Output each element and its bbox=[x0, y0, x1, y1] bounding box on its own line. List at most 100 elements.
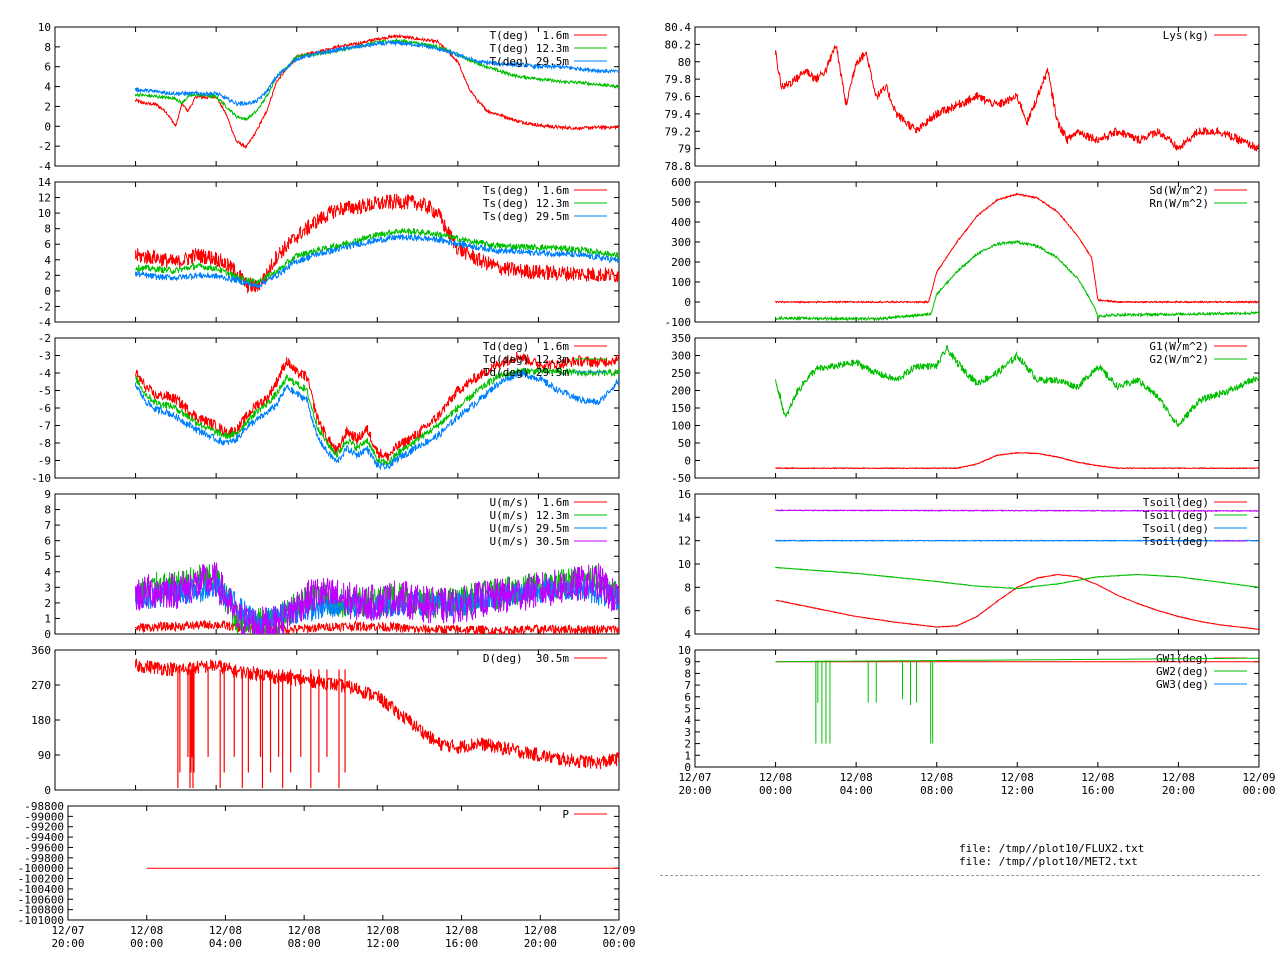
legend-label: GW3(deg) bbox=[1156, 678, 1209, 691]
x-tick-label-time: 16:00 bbox=[445, 937, 478, 950]
series-line-tsoil-3 bbox=[775, 509, 1259, 513]
y-tick-label: 7 bbox=[44, 519, 51, 532]
y-tick-label: 5 bbox=[684, 703, 691, 716]
x-tick-label-date: 12/08 bbox=[524, 924, 557, 937]
x-tick-label-time: 08:00 bbox=[288, 937, 321, 950]
y-tick-label: 80 bbox=[678, 56, 691, 69]
series-line-wind-0 bbox=[135, 619, 619, 634]
y-tick-label: -100600 bbox=[18, 893, 64, 906]
x-tick-label-time: 20:00 bbox=[678, 784, 711, 797]
y-tick-label: 4 bbox=[684, 714, 691, 727]
legend-label: T(deg) 12.3m bbox=[490, 42, 570, 55]
y-tick-label: 200 bbox=[671, 256, 691, 269]
series-line-wind-3 bbox=[135, 562, 619, 634]
series-line-rad-1 bbox=[775, 240, 1259, 322]
x-tick-label-date: 12/08 bbox=[130, 924, 163, 937]
y-tick-label: -101000 bbox=[18, 914, 64, 927]
y-tick-label: 6 bbox=[684, 605, 691, 618]
x-tick-label-date: 12/08 bbox=[1162, 771, 1195, 784]
legend-label: Td(deg) 12.3m bbox=[483, 353, 569, 366]
y-tick-label: 79.2 bbox=[665, 125, 692, 138]
chart-temp: -4 -2 0 2 4 6 8 10 T(deg) 1.6mT(deg) 12.3mT(deg)… bbox=[38, 21, 620, 173]
y-tick-label: 360 bbox=[31, 644, 51, 657]
series-line-dir-0 bbox=[135, 658, 619, 770]
y-tick-label: -99600 bbox=[24, 841, 64, 854]
x-tick-label-date: 12/08 bbox=[920, 771, 953, 784]
y-tick-label: 1 bbox=[44, 612, 51, 625]
y-tick-label: 80.2 bbox=[665, 38, 692, 51]
legend-label: Td(deg) 29.5m bbox=[483, 366, 569, 379]
y-tick-label: -5 bbox=[38, 385, 51, 398]
x-tick-label-time: 04:00 bbox=[209, 937, 242, 950]
y-tick-label: -99400 bbox=[24, 831, 64, 844]
y-tick-label: 12 bbox=[678, 535, 691, 548]
y-tick-label: 8 bbox=[44, 41, 51, 54]
chart-rad: -100 0 100 200 300 400 500 600 Sd(W/m^2)Rn(W/m^2… bbox=[665, 176, 1260, 329]
series-line-tsoil-1 bbox=[775, 566, 1259, 590]
chart-soilflux: -50 0 50 100 150 200 250 300 350 G1(W/m^2)G2(W/m^… bbox=[671, 332, 1260, 485]
y-tick-label: 250 bbox=[671, 367, 691, 380]
legend-label: Tsoil(deg) bbox=[1143, 509, 1209, 522]
legend-label: G1(W/m^2) bbox=[1149, 340, 1209, 353]
x-tick-label-date: 12/08 bbox=[209, 924, 242, 937]
y-tick-label: 6 bbox=[44, 238, 51, 251]
plot-frame bbox=[694, 181, 1260, 323]
legend-label: U(m/s) 29.5m bbox=[490, 522, 570, 535]
y-tick-label: 14 bbox=[38, 176, 52, 189]
y-tick-label: 8 bbox=[684, 667, 691, 680]
chart-gw: 01234567891012/0720:0012/0800:0012/0804:… bbox=[678, 644, 1276, 797]
y-tick-label: 8 bbox=[684, 581, 691, 594]
y-tick-label: 50 bbox=[678, 437, 691, 450]
y-tick-label: 5 bbox=[44, 550, 51, 563]
x-tick-label-time: 08:00 bbox=[920, 784, 953, 797]
y-tick-label: 79.4 bbox=[665, 108, 692, 121]
x-tick-label-time: 00:00 bbox=[130, 937, 163, 950]
y-tick-label: 6 bbox=[44, 535, 51, 548]
x-tick-label-time: 04:00 bbox=[840, 784, 873, 797]
x-tick-label-time: 12:00 bbox=[366, 937, 399, 950]
x-tick-label-time: 16:00 bbox=[1081, 784, 1114, 797]
legend-label: Rn(W/m^2) bbox=[1149, 197, 1209, 210]
plot-frame bbox=[54, 26, 620, 167]
x-tick-label-date: 12/08 bbox=[759, 771, 792, 784]
y-tick-label: -2 bbox=[38, 332, 51, 345]
y-tick-label: -100400 bbox=[18, 883, 64, 896]
series-line-temp-2 bbox=[135, 39, 619, 107]
x-tick-label-time: 20:00 bbox=[1162, 784, 1195, 797]
y-tick-label: 0 bbox=[44, 784, 51, 797]
y-tick-label: -100200 bbox=[18, 873, 64, 886]
legend-label: P bbox=[562, 808, 569, 821]
chart-pres: -101000-100800-100600-100400-100200-1000… bbox=[18, 800, 636, 950]
y-tick-label: -98800 bbox=[24, 800, 64, 813]
y-tick-label: -8 bbox=[38, 437, 51, 450]
y-tick-label: -2 bbox=[38, 300, 51, 313]
x-tick-label-date: 12/08 bbox=[366, 924, 399, 937]
legend-label: G2(W/m^2) bbox=[1149, 353, 1209, 366]
y-tick-label: -4 bbox=[38, 160, 52, 173]
file-line-flux: file: /tmp//plot10/FLUX2.txt bbox=[959, 842, 1145, 855]
y-tick-label: -100800 bbox=[18, 904, 64, 917]
series-line-tsoil-2 bbox=[775, 539, 1259, 542]
y-tick-label: 4 bbox=[44, 254, 51, 267]
chart-tsoil: 46810121416Tsoil(deg)Tsoil(deg)Tsoil(deg… bbox=[678, 488, 1260, 641]
file-info: file: /tmp//plot10/FLUX2.txt file: /tmp/… bbox=[959, 842, 1144, 868]
y-tick-label: 150 bbox=[671, 402, 691, 415]
y-tick-label: 2 bbox=[44, 269, 51, 282]
y-tick-label: 600 bbox=[671, 176, 691, 189]
x-tick-label-time: 20:00 bbox=[524, 937, 557, 950]
y-tick-label: 78.8 bbox=[665, 160, 692, 173]
y-tick-label: 0 bbox=[44, 285, 51, 298]
y-tick-label: 10 bbox=[38, 21, 51, 34]
x-tick-label-date: 12/08 bbox=[1081, 771, 1114, 784]
series-line-lys-0 bbox=[775, 45, 1259, 152]
y-tick-label: 0 bbox=[44, 628, 51, 641]
chart-lys: 78.8 79 79.2 79.4 79.6 79.8 80 80.2 80.4 Lys(kg) bbox=[665, 21, 1260, 173]
y-tick-label: -100 bbox=[665, 316, 692, 329]
y-tick-label: 9 bbox=[44, 488, 51, 501]
plot-frame bbox=[54, 181, 620, 323]
y-tick-label: -4 bbox=[38, 316, 52, 329]
series-line-temp-0 bbox=[135, 33, 619, 149]
y-tick-label: -3 bbox=[38, 350, 51, 363]
